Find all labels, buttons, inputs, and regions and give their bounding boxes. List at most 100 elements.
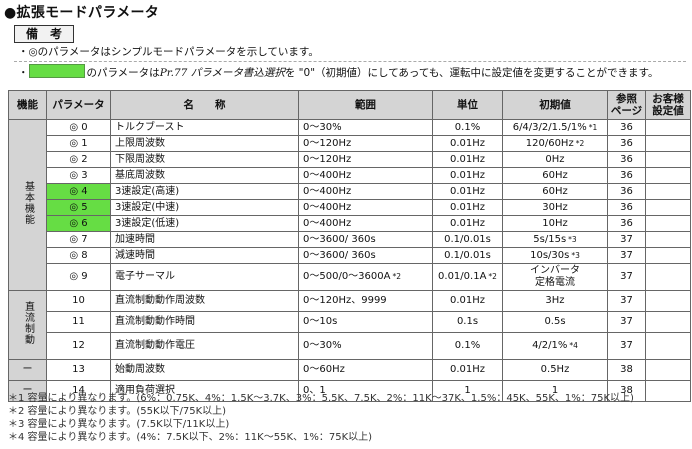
cell-name: 基底周波数	[110, 167, 299, 184]
cell-ref: 36	[607, 119, 646, 136]
cell-unit-value: 0.01/0.1A	[438, 271, 487, 282]
cell-cust[interactable]	[645, 151, 691, 168]
header-unit: 単位	[432, 90, 503, 120]
cell-name: 上限周波数	[110, 135, 299, 152]
cell-ref: 37	[607, 290, 646, 312]
cell-ref: 36	[607, 183, 646, 200]
cell-ref: 37	[607, 332, 646, 360]
cell-param: 12	[46, 332, 111, 360]
cell-param: 11	[46, 311, 111, 333]
note-line-2-bullet: ・	[18, 67, 29, 79]
footnotes: ＊1 容量により異なります。(6%：0.75K、4%：1.5K～3.7K、3%：…	[8, 392, 634, 444]
header-ref: 参照 ページ	[607, 90, 646, 120]
cell-cust[interactable]	[645, 119, 691, 136]
note-line-2-part-c: を "0"（初期値）にしてあっても、運転中に設定値を変更することができます。	[284, 67, 659, 79]
cell-cust[interactable]	[645, 183, 691, 200]
cell-range-value: 0～500/0～3600A	[303, 271, 391, 282]
cell-range: 0～120Hz、9999	[298, 290, 433, 312]
header-cust: お客様 設定値	[645, 90, 691, 120]
cell-cust[interactable]	[645, 247, 691, 264]
cell-param: ◎ 5	[46, 199, 111, 216]
table-row: ー 14 適用負荷選択 0、1 1 1 38	[8, 380, 691, 402]
cell-cust[interactable]	[645, 215, 691, 232]
group-dc: 直流制動	[8, 290, 47, 360]
cell-unit: 0.1%	[432, 332, 503, 360]
cell-cust[interactable]	[645, 380, 691, 402]
cell-unit: 0.01Hz	[432, 290, 503, 312]
cell-name: 直流制動動作時間	[110, 311, 299, 333]
cell-name: 3速設定(高速)	[110, 183, 299, 200]
cell-unit: 0.01/0.1A *2	[432, 263, 503, 291]
cell-ref: 37	[607, 231, 646, 248]
group-dash-1: ー	[8, 359, 47, 381]
cell-ref: 36	[607, 135, 646, 152]
cell-range: 0～30%	[298, 119, 433, 136]
group-basic-label: 基本機能	[22, 180, 34, 225]
cell-cust[interactable]	[645, 199, 691, 216]
cell-cust[interactable]	[645, 359, 691, 381]
cell-cust[interactable]	[645, 135, 691, 152]
cell-ref: 36	[607, 151, 646, 168]
cell-cust[interactable]	[645, 290, 691, 312]
cell-range: 0～400Hz	[298, 183, 433, 200]
cell-ref: 36	[607, 199, 646, 216]
cell-param: ◎ 4	[46, 183, 111, 200]
cell-cust[interactable]	[645, 167, 691, 184]
cell-init: 60Hz	[502, 183, 608, 200]
note-line-1: ・◎のパラメータはシンプルモードパラメータを示しています。	[18, 45, 686, 60]
cell-init-value: 4/2/1%	[532, 340, 568, 351]
cell-range: 0～120Hz	[298, 151, 433, 168]
table-row: 基本機能 ◎ 0 トルクブースト 0～30% 0.1% 6/4/3/2/1.5/…	[8, 119, 691, 291]
cell-param: ◎ 0	[46, 119, 111, 136]
table-header-row: 機能 パラメータ 名 称 範囲 単位 初期値 参照 ページ お客様 設定値	[8, 90, 691, 120]
cell-range: 0、1	[298, 380, 433, 402]
footnote-mark: *3	[568, 234, 577, 244]
cell-ref: 38	[607, 380, 646, 402]
cell-cust[interactable]	[645, 263, 691, 291]
table-row: ◎ 5 3速設定(中速) 0～400Hz 0.01Hz 30Hz 36	[9, 199, 691, 216]
header-init: 初期値	[502, 90, 608, 120]
note-divider	[14, 61, 686, 62]
cell-ref: 37	[607, 263, 646, 291]
cell-init: 0Hz	[502, 151, 608, 168]
group-dc-label: 直流制動	[22, 300, 34, 345]
table-row: 11 直流制動動作時間 0～10s 0.1s 0.5s 37	[9, 311, 691, 333]
cell-param: ◎ 8	[46, 247, 111, 264]
footnote-mark: *2	[488, 272, 497, 281]
cell-init: 6/4/3/2/1.5/1% *1	[502, 119, 608, 136]
notes-heading: 備 考	[14, 25, 74, 43]
footnote-mark: *4	[569, 341, 578, 350]
cell-init: 120/60Hz *2	[502, 135, 608, 152]
cell-cust[interactable]	[645, 332, 691, 360]
cell-init: 3Hz	[502, 290, 608, 312]
table-row: ◎ 1 上限周波数 0～120Hz 0.01Hz 120/60Hz *2 36	[9, 135, 691, 152]
cell-init-value: 6/4/3/2/1.5/1%	[512, 121, 587, 133]
cell-name: 直流制動動作電圧	[110, 332, 299, 360]
cell-cust[interactable]	[645, 311, 691, 333]
footnote-mark: *2	[575, 138, 585, 148]
cell-range: 0～10s	[298, 311, 433, 333]
cell-range: 0～60Hz	[298, 359, 433, 381]
cell-ref: 36	[607, 167, 646, 184]
cell-name: 直流制動動作周波数	[110, 290, 299, 312]
cell-init-line1: インバータ	[530, 265, 580, 276]
cell-range: 0～30%	[298, 332, 433, 360]
cell-cust[interactable]	[645, 231, 691, 248]
footnote-mark: *3	[571, 250, 580, 260]
header-param: パラメータ	[46, 90, 111, 120]
cell-init: 4/2/1% *4	[502, 332, 608, 360]
cell-ref: 36	[607, 215, 646, 232]
cell-ref: 37	[607, 311, 646, 333]
cell-ref: 37	[607, 247, 646, 264]
cell-init: 10s/30s *3	[502, 247, 608, 264]
note-line-1-text: ・◎のパラメータはシンプルモードパラメータを示しています。	[18, 46, 319, 58]
cell-init: インバータ 定格電流	[502, 263, 608, 291]
cell-name: 下限周波数	[110, 151, 299, 168]
table-row: ◎ 7 加速時間 0～3600/ 360s 0.1/0.01s 5s/15s *3…	[9, 231, 691, 248]
page-title: ●拡張モードパラメータ	[4, 5, 160, 21]
cell-range: 0～400Hz	[298, 215, 433, 232]
cell-name: 3速設定(低速)	[110, 215, 299, 232]
cell-init: 30Hz	[502, 199, 608, 216]
cell-param: ◎ 6	[46, 215, 111, 232]
cell-ref: 38	[607, 359, 646, 381]
